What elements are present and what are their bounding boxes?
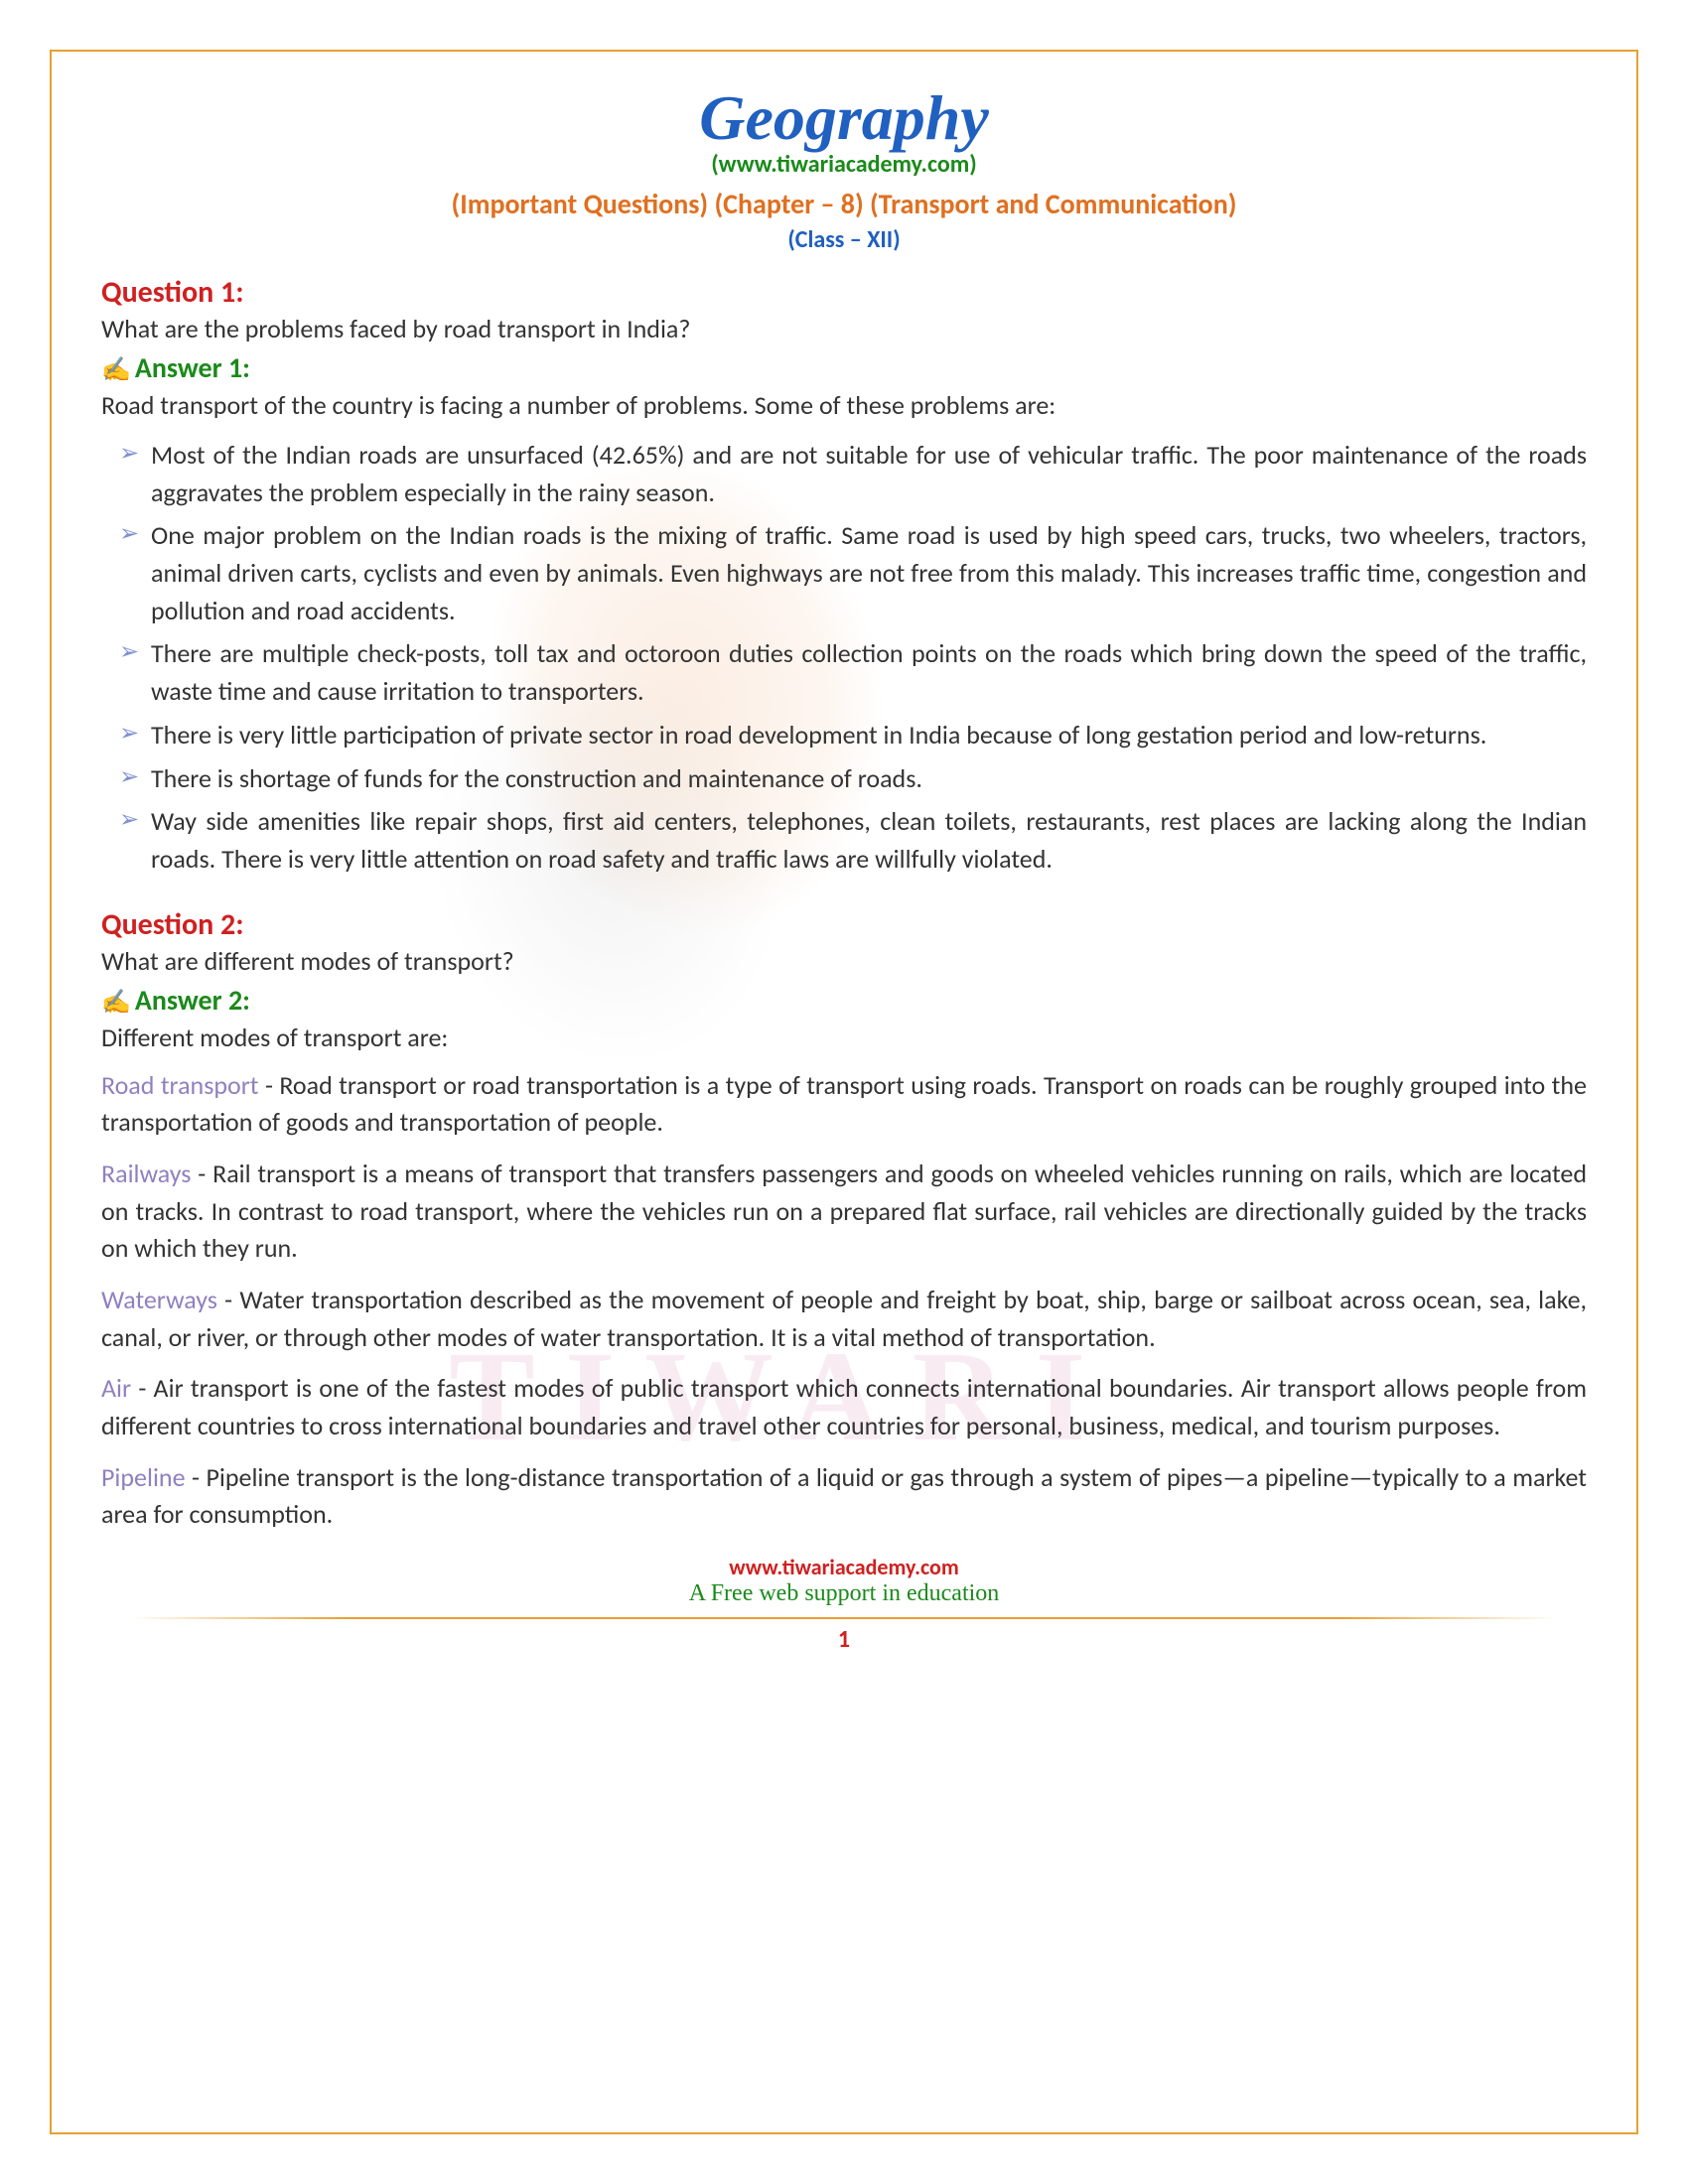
footer-tagline: A Free web support in education	[101, 1580, 1587, 1607]
class-info: (Class – XII)	[101, 225, 1587, 254]
mode-label: Pipeline	[101, 1461, 186, 1493]
question-2-label: Question 2:	[101, 906, 1587, 943]
question-1-label: Question 1:	[101, 274, 1587, 311]
website-url: (www.tiwariacademy.com)	[101, 150, 1587, 179]
mode-pipeline: Pipeline - Pipeline transport is the lon…	[101, 1459, 1587, 1534]
list-item: There are multiple check-posts, toll tax…	[101, 635, 1587, 710]
page-header: Geography (www.tiwariacademy.com) (Impor…	[101, 81, 1587, 254]
mode-label: Road transport	[101, 1069, 259, 1101]
list-item: Most of the Indian roads are unsurfaced …	[101, 437, 1587, 511]
answer-1-intro: Road transport of the country is facing …	[101, 389, 1587, 421]
page-footer: www.tiwariacademy.com A Free web support…	[101, 1554, 1587, 1654]
page-number: 1	[101, 1625, 1587, 1654]
mode-desc: - Water transportation described as the …	[101, 1284, 1587, 1353]
question-2-text: What are different modes of transport?	[101, 945, 1587, 977]
mode-label: Railways	[101, 1158, 191, 1189]
chapter-info: (Important Questions) (Chapter – 8) (Tra…	[101, 187, 1587, 221]
footer-website: www.tiwariacademy.com	[101, 1554, 1587, 1580]
mode-label: Waterways	[101, 1284, 217, 1315]
list-item: Way side amenities like repair shops, fi…	[101, 803, 1587, 878]
answer-2-label: Answer 2:	[101, 983, 1587, 1018]
mode-air: Air - Air transport is one of the fastes…	[101, 1370, 1587, 1444]
mode-desc: - Rail transport is a means of transport…	[101, 1158, 1587, 1264]
mode-label: Air	[101, 1372, 131, 1404]
list-item: There is very little participation of pr…	[101, 717, 1587, 754]
subject-title: Geography	[101, 81, 1587, 155]
mode-road: Road transport - Road transport or road …	[101, 1067, 1587, 1142]
mode-waterways: Waterways - Water transportation describ…	[101, 1282, 1587, 1356]
question-1-text: What are the problems faced by road tran…	[101, 313, 1587, 344]
list-item: One major problem on the Indian roads is…	[101, 517, 1587, 629]
answer-1-bullets: Most of the Indian roads are unsurfaced …	[101, 437, 1587, 879]
mode-desc: - Road transport or road transportation …	[101, 1069, 1587, 1139]
list-item: There is shortage of funds for the const…	[101, 760, 1587, 798]
answer-1-label: Answer 1:	[101, 350, 1587, 385]
footer-divider	[131, 1617, 1557, 1619]
mode-desc: - Air transport is one of the fastest mo…	[101, 1372, 1587, 1441]
answer-2-intro: Different modes of transport are:	[101, 1022, 1587, 1053]
mode-railways: Railways - Rail transport is a means of …	[101, 1156, 1587, 1268]
mode-desc: - Pipeline transport is the long-distanc…	[101, 1461, 1587, 1531]
